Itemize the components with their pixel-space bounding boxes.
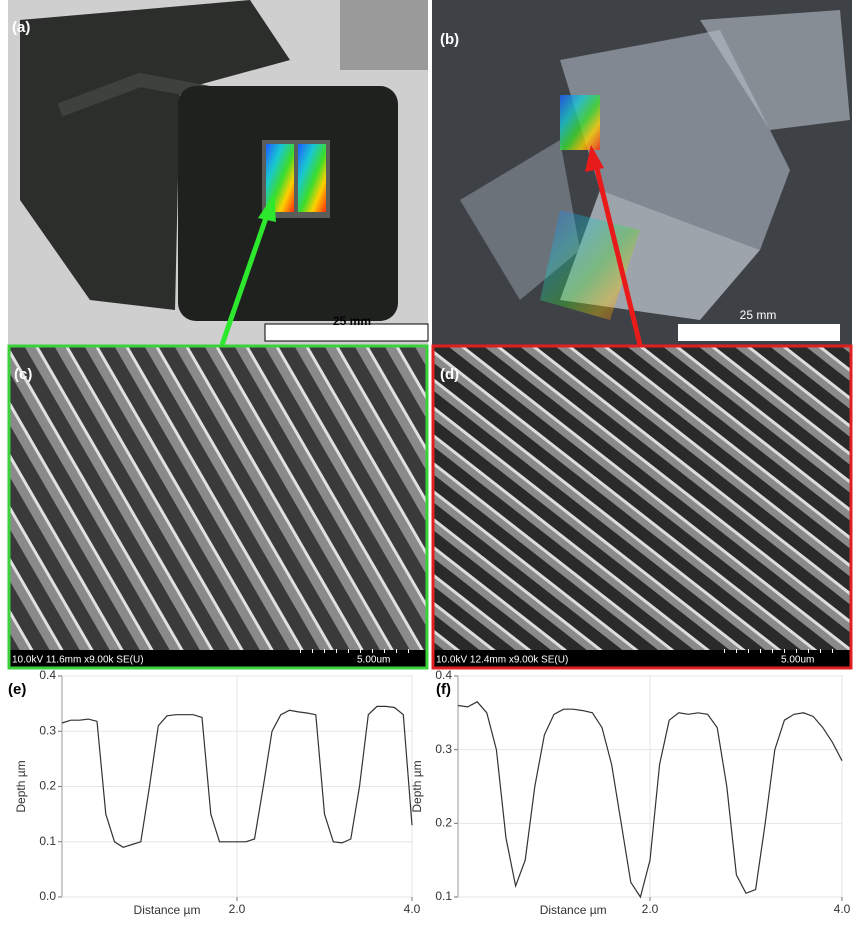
y-tick-label: 0.2 (39, 779, 56, 793)
x-tick-label: 2.0 (229, 902, 246, 916)
panel-label: (c) (14, 366, 32, 383)
panel-label: (a) (12, 19, 30, 36)
sem-c (7, 344, 429, 670)
x-tick-label: 4.0 (834, 902, 851, 916)
panel-label: (b) (440, 31, 459, 48)
sem-info: 10.0kV 12.4mm x9.00k SE(U) (436, 655, 568, 666)
y-tick-label: 0.4 (39, 668, 56, 682)
scale-bar-label: 25 mm (740, 308, 777, 322)
scale-bar-label: 25 mm (333, 314, 371, 328)
sem-scale: 5.00um (781, 655, 814, 666)
sem-d (431, 344, 853, 670)
x-tick-label: 4.0 (404, 902, 421, 916)
arrow (219, 145, 643, 346)
panel-label: (f) (436, 681, 451, 698)
y-tick-label: 0.3 (39, 723, 56, 737)
y-axis-label: Depth µm (14, 760, 28, 812)
photo-a (8, 0, 429, 345)
sem-scale: 5.00um (357, 655, 390, 666)
y-tick-label: 0.2 (435, 816, 452, 830)
x-tick-label: 2.0 (642, 902, 659, 916)
x-axis-label: Distance µm (134, 903, 201, 917)
y-tick-label: 0.1 (39, 834, 56, 848)
panel-label: (e) (8, 681, 26, 698)
y-tick-label: 0.0 (39, 889, 56, 903)
sem-info: 10.0kV 11.6mm x9.00k SE(U) (12, 655, 144, 666)
y-axis-label: Depth µm (410, 760, 424, 812)
y-tick-label: 0.4 (435, 668, 452, 682)
y-tick-label: 0.1 (435, 889, 452, 903)
photo-b (432, 0, 852, 345)
x-axis-label: Distance µm (540, 903, 607, 917)
line (61, 705, 413, 848)
line (457, 701, 843, 899)
y-tick-label: 0.3 (435, 742, 452, 756)
panel-label: (d) (440, 366, 459, 383)
